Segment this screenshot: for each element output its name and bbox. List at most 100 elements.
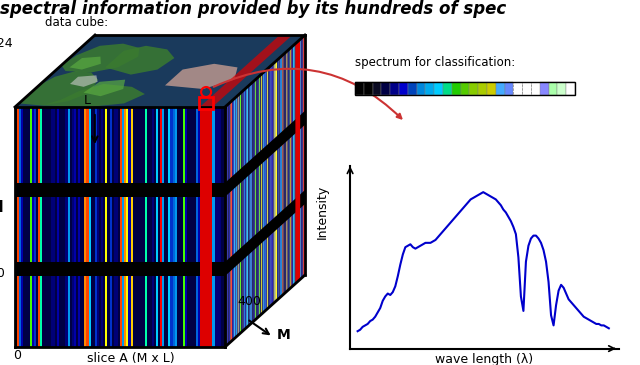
Bar	[522, 82, 531, 95]
Polygon shape	[193, 107, 196, 347]
Bar	[426, 82, 434, 95]
Polygon shape	[273, 63, 274, 304]
Text: M: M	[277, 328, 291, 342]
Polygon shape	[19, 71, 98, 105]
Bar	[381, 82, 390, 95]
Polygon shape	[181, 107, 183, 347]
Polygon shape	[170, 107, 173, 347]
Polygon shape	[134, 107, 137, 347]
Bar	[417, 82, 426, 95]
Polygon shape	[106, 107, 108, 347]
Polygon shape	[40, 107, 42, 347]
Polygon shape	[129, 107, 131, 347]
Polygon shape	[168, 107, 170, 347]
Polygon shape	[84, 107, 86, 347]
Polygon shape	[282, 55, 283, 296]
Polygon shape	[26, 107, 28, 347]
Bar	[452, 82, 461, 95]
Polygon shape	[288, 49, 289, 290]
Polygon shape	[260, 74, 261, 315]
Polygon shape	[280, 57, 281, 297]
Polygon shape	[265, 70, 266, 311]
Polygon shape	[229, 103, 230, 343]
Polygon shape	[257, 77, 258, 318]
Polygon shape	[292, 46, 293, 287]
Polygon shape	[187, 107, 189, 347]
Polygon shape	[250, 84, 251, 325]
Bar	[399, 82, 408, 95]
Polygon shape	[298, 41, 299, 281]
Polygon shape	[162, 107, 164, 347]
Polygon shape	[116, 107, 118, 347]
Polygon shape	[24, 107, 26, 347]
Polygon shape	[202, 107, 204, 347]
Polygon shape	[284, 53, 285, 294]
Polygon shape	[289, 49, 290, 289]
Text: spectral information provided by its hundreds of spec: spectral information provided by its hun…	[0, 0, 506, 18]
Polygon shape	[72, 107, 74, 347]
Bar	[355, 82, 364, 95]
Polygon shape	[258, 77, 259, 318]
Polygon shape	[149, 107, 152, 347]
Bar	[478, 82, 487, 95]
Bar	[390, 82, 399, 95]
Polygon shape	[38, 107, 40, 347]
Polygon shape	[103, 107, 106, 347]
Polygon shape	[15, 35, 305, 107]
Polygon shape	[95, 107, 97, 347]
Polygon shape	[34, 107, 36, 347]
Polygon shape	[67, 107, 70, 347]
Text: spectrum for classification:: spectrum for classification:	[355, 56, 515, 69]
Bar	[408, 82, 417, 95]
X-axis label: wave length (λ): wave length (λ)	[435, 353, 534, 365]
Polygon shape	[154, 107, 156, 347]
Polygon shape	[297, 42, 298, 282]
Polygon shape	[274, 62, 275, 303]
Polygon shape	[214, 107, 216, 347]
Polygon shape	[122, 107, 124, 347]
Polygon shape	[15, 183, 225, 197]
Polygon shape	[239, 93, 240, 334]
Polygon shape	[256, 78, 257, 319]
Polygon shape	[291, 46, 292, 287]
Polygon shape	[111, 107, 114, 347]
Bar	[355, 82, 575, 95]
Polygon shape	[101, 107, 103, 347]
Polygon shape	[200, 107, 212, 347]
Polygon shape	[147, 107, 149, 347]
Polygon shape	[108, 107, 109, 347]
Polygon shape	[283, 54, 284, 295]
Polygon shape	[252, 82, 253, 323]
Polygon shape	[242, 91, 243, 332]
Polygon shape	[236, 96, 237, 337]
Polygon shape	[70, 107, 72, 347]
Polygon shape	[232, 100, 233, 341]
Polygon shape	[105, 46, 174, 74]
Bar	[540, 82, 548, 95]
Polygon shape	[225, 190, 305, 276]
Bar	[496, 82, 504, 95]
Polygon shape	[175, 107, 177, 347]
Polygon shape	[206, 107, 208, 347]
Polygon shape	[145, 107, 147, 347]
Polygon shape	[200, 35, 292, 107]
Text: 400: 400	[0, 267, 5, 280]
Bar	[443, 82, 452, 95]
Polygon shape	[244, 89, 245, 330]
Polygon shape	[216, 107, 219, 347]
Polygon shape	[268, 68, 269, 308]
Polygon shape	[225, 106, 226, 347]
Polygon shape	[262, 72, 264, 313]
Polygon shape	[221, 107, 223, 347]
Polygon shape	[285, 52, 286, 293]
Polygon shape	[158, 107, 160, 347]
Polygon shape	[269, 67, 270, 307]
Polygon shape	[36, 107, 38, 347]
Bar	[372, 82, 381, 95]
Text: data cube:: data cube:	[45, 16, 108, 29]
Polygon shape	[246, 87, 248, 327]
Polygon shape	[173, 107, 175, 347]
Polygon shape	[137, 107, 139, 347]
Bar	[557, 82, 566, 95]
Polygon shape	[15, 262, 225, 276]
